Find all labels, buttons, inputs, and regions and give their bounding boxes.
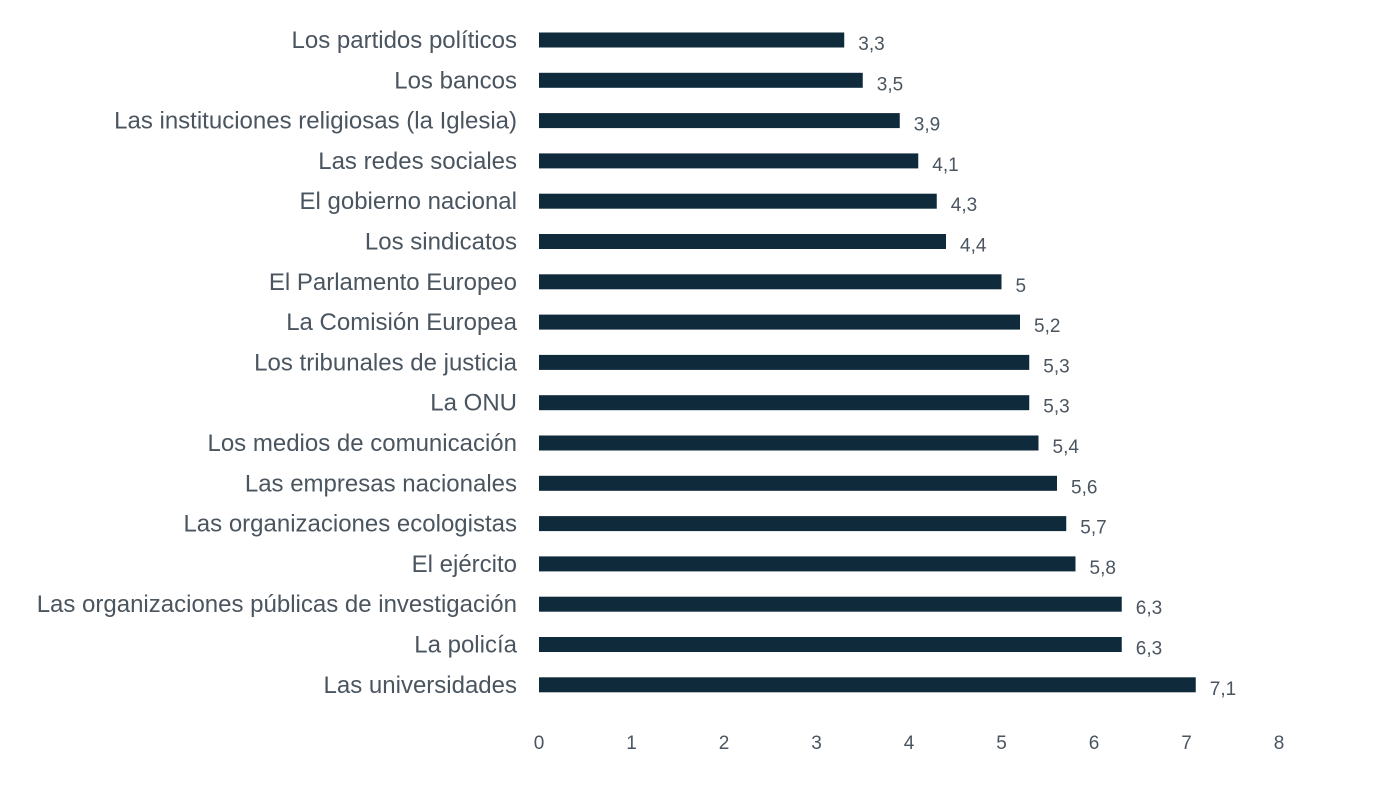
category-label: El Parlamento Europeo <box>269 269 517 296</box>
category-label: La ONU <box>430 390 517 417</box>
x-tick-label: 4 <box>904 733 915 754</box>
bars-group <box>539 32 1196 693</box>
category-label: Las instituciones religiosas (la Iglesia… <box>114 108 517 135</box>
value-label: 3,5 <box>877 74 903 95</box>
x-tick-label: 7 <box>1181 733 1192 754</box>
value-label: 5,7 <box>1080 518 1106 539</box>
value-label: 5 <box>1016 276 1027 297</box>
x-tick-label: 3 <box>811 733 822 754</box>
x-tick-label: 0 <box>534 733 545 754</box>
category-label: Las universidades <box>324 672 517 699</box>
bar <box>539 153 919 169</box>
value-label: 5,3 <box>1043 356 1069 377</box>
category-label: Los partidos políticos <box>292 27 517 54</box>
value-label: 6,3 <box>1136 639 1162 660</box>
value-label: 5,2 <box>1034 316 1060 337</box>
value-label: 4,1 <box>932 155 958 176</box>
category-label: La Comisión Europea <box>286 309 517 336</box>
x-axis-ticks-group: 0 1 2 3 4 5 6 7 8 <box>534 733 1285 754</box>
value-label: 5,6 <box>1071 477 1097 498</box>
value-label: 4,3 <box>951 195 977 216</box>
x-tick-label: 1 <box>626 733 637 754</box>
value-label: 5,8 <box>1090 558 1116 579</box>
bar <box>539 274 1002 290</box>
bar <box>539 596 1122 612</box>
value-labels-group: 3,3 3,5 3,9 4,1 4,3 4,4 5 5,2 5,3 5,3 5,4 5,6 5,7 5,8… <box>858 34 1236 700</box>
bar <box>539 395 1030 411</box>
value-label: 5,3 <box>1043 397 1069 418</box>
bar <box>539 637 1122 652</box>
bar <box>539 677 1196 693</box>
category-label: Los bancos <box>394 67 517 94</box>
category-labels-group: Los partidos políticos Los bancos Las inst… <box>37 27 518 699</box>
x-tick-label: 8 <box>1274 733 1285 754</box>
bar <box>539 556 1076 572</box>
bar <box>539 72 863 88</box>
value-label: 5,4 <box>1053 437 1080 458</box>
category-label: El gobierno nacional <box>300 188 518 215</box>
bar <box>539 193 937 209</box>
bar <box>539 314 1020 330</box>
category-label: Las organizaciones ecologistas <box>183 511 517 538</box>
category-label: Las empresas nacionales <box>245 470 517 497</box>
category-label: Los tribunales de justicia <box>254 349 517 376</box>
value-label: 3,9 <box>914 115 940 136</box>
value-label: 6,3 <box>1136 598 1162 619</box>
bar <box>539 354 1030 370</box>
bar <box>539 234 946 249</box>
value-label: 3,3 <box>858 34 884 55</box>
x-tick-label: 2 <box>719 733 730 754</box>
bar <box>539 113 900 129</box>
x-tick-label: 5 <box>996 733 1007 754</box>
category-label: Las organizaciones públicas de investiga… <box>37 591 517 618</box>
bar <box>539 475 1057 491</box>
category-label: Los medios de comunicación <box>207 430 517 457</box>
x-tick-label: 6 <box>1089 733 1100 754</box>
value-label: 4,4 <box>960 236 987 257</box>
category-label: Las redes sociales <box>318 148 517 175</box>
category-label: La policía <box>414 632 517 659</box>
bar <box>539 435 1039 451</box>
bar <box>539 516 1067 532</box>
value-label: 7,1 <box>1210 679 1236 700</box>
category-label: El ejército <box>412 551 517 578</box>
category-label: Los sindicatos <box>365 229 517 256</box>
bar <box>539 32 845 48</box>
